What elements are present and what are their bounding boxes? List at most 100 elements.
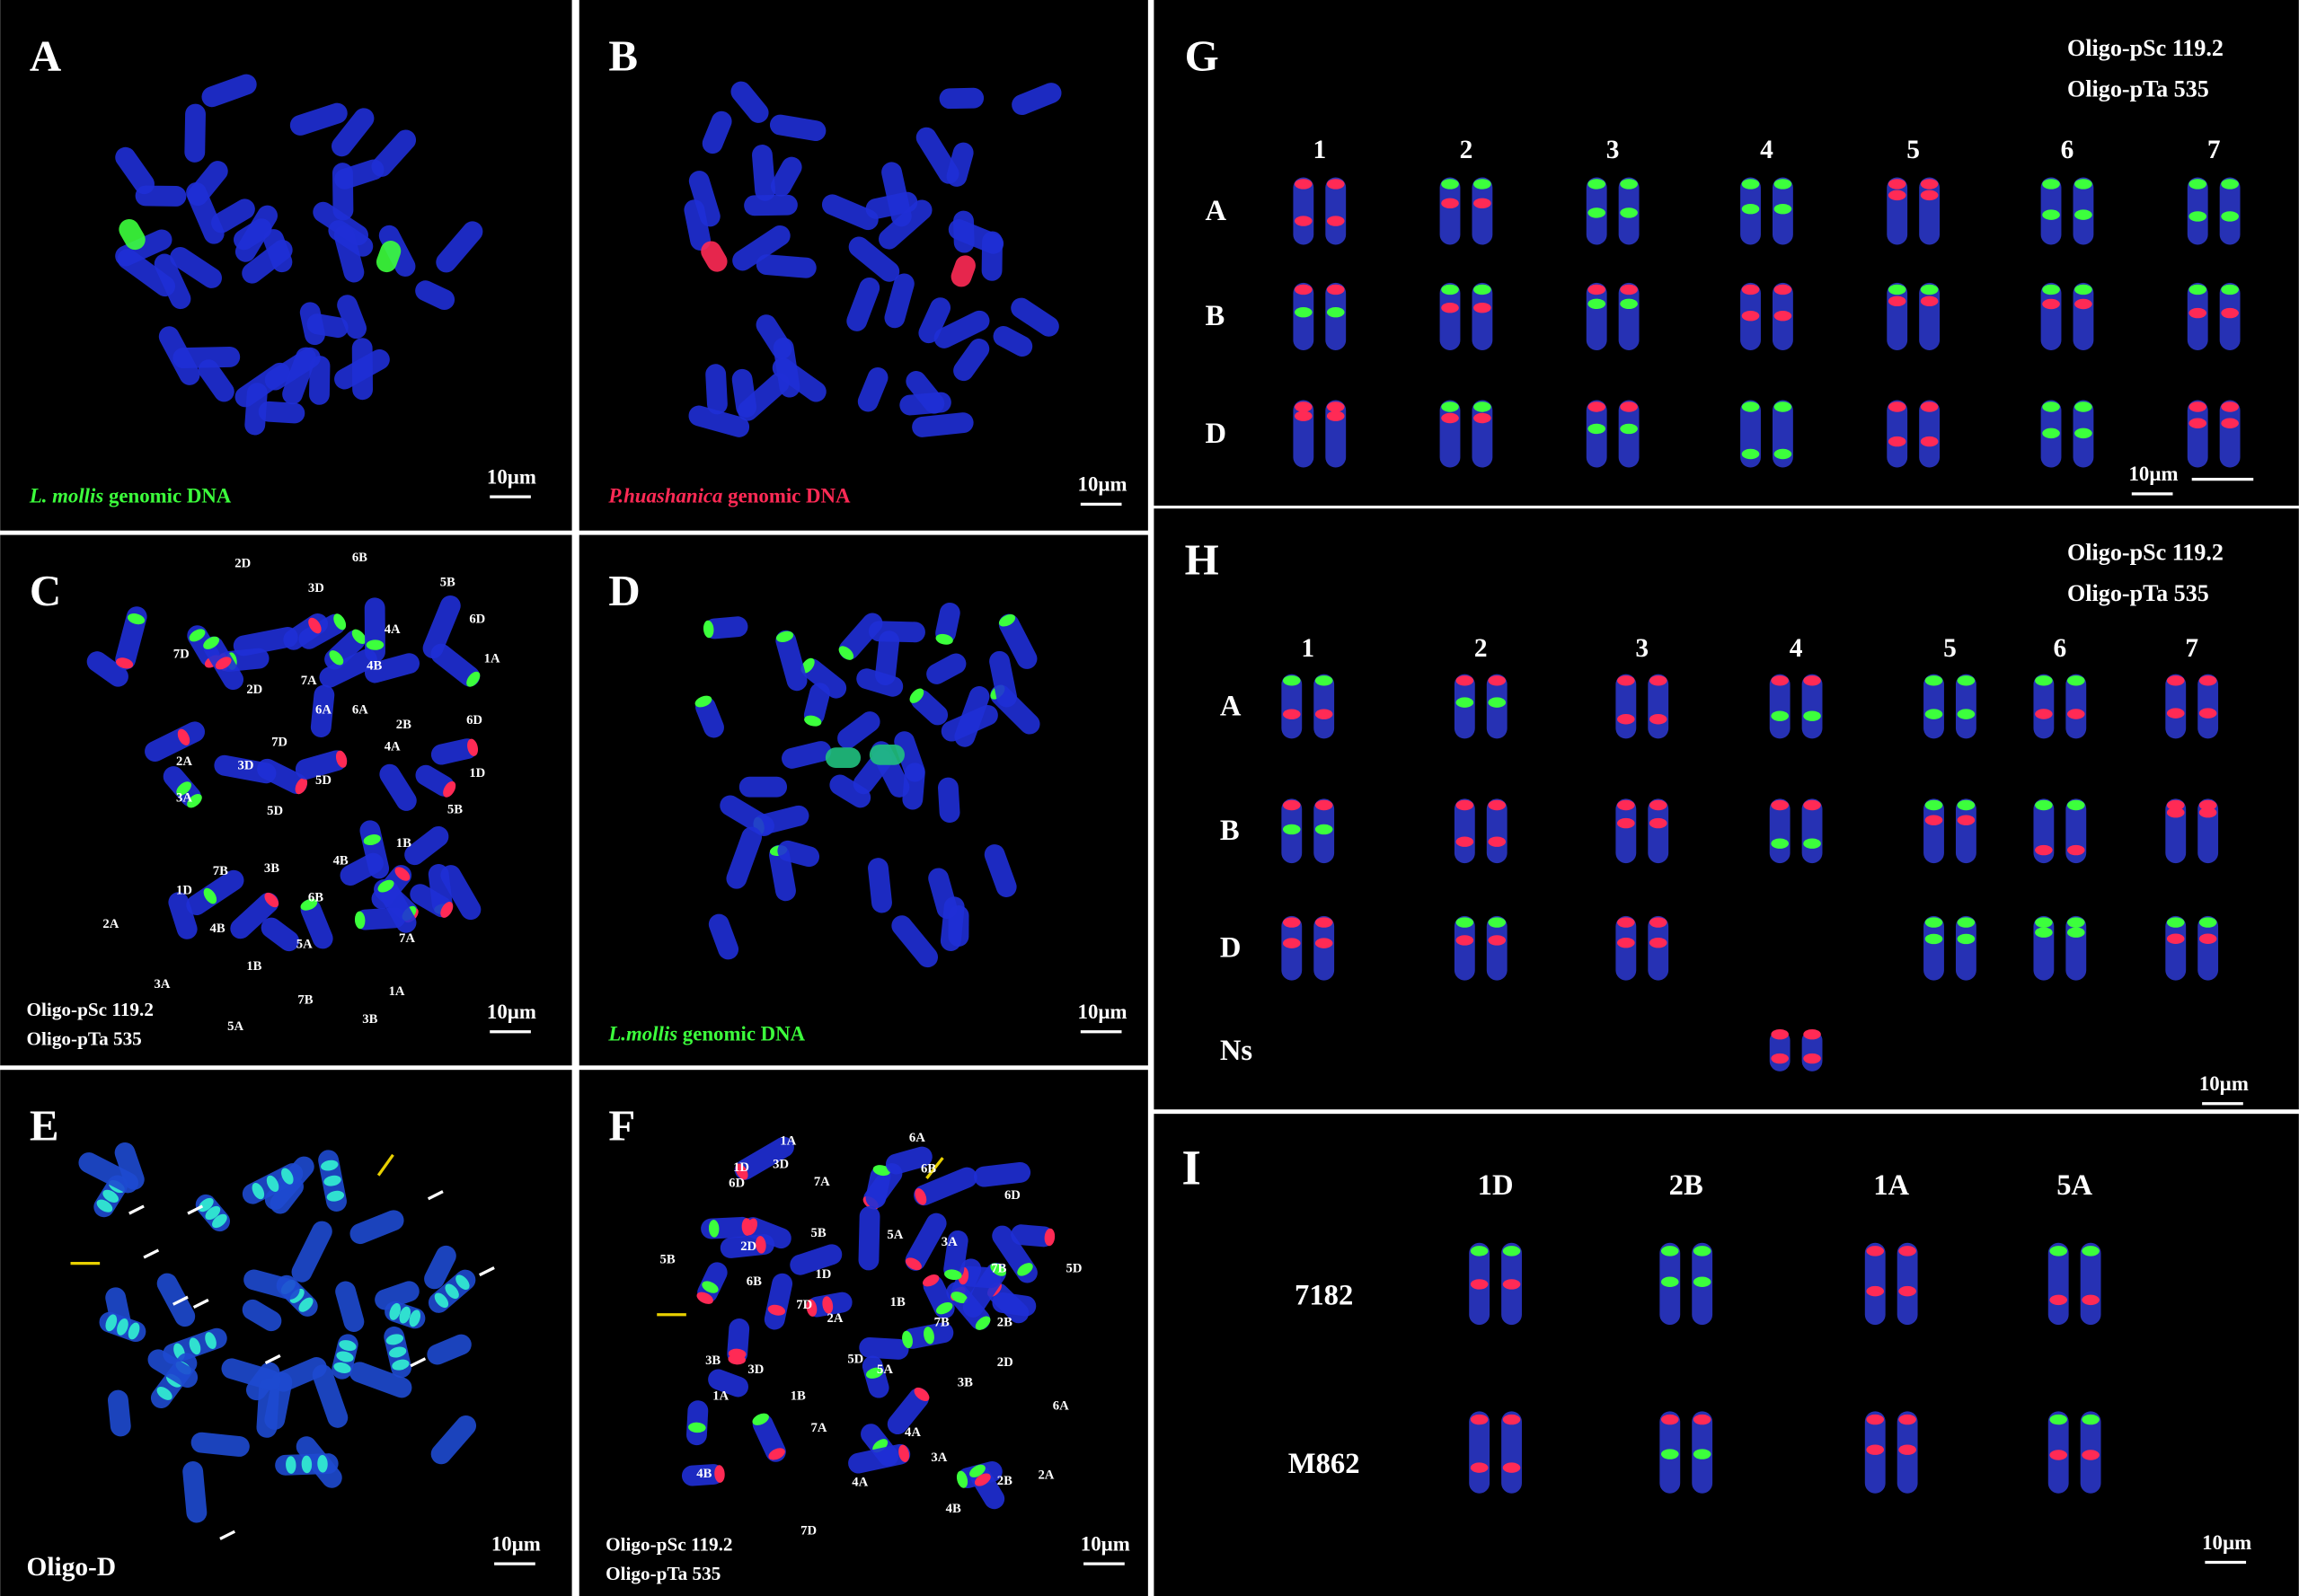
chromosome-body: [377, 879, 417, 933]
chromosome-body: [145, 721, 206, 763]
chromosome-body: [744, 194, 798, 216]
signal: [445, 1283, 459, 1300]
chromosome-label: 7B: [934, 1316, 950, 1330]
signal: [2049, 1450, 2067, 1460]
chromosome: [318, 1150, 347, 1212]
chromosome: [790, 1244, 843, 1275]
signal: [2082, 1414, 2100, 1425]
chromosome-label: 1B: [396, 836, 411, 851]
chromosome-label: 5A: [887, 1228, 903, 1242]
chromosome: [1454, 674, 1475, 739]
caption: P.huashanica genomic DNA: [607, 485, 851, 507]
chromosome: [1923, 798, 1944, 864]
chromosome-label: 5D: [1065, 1261, 1082, 1275]
signal: [1924, 917, 1943, 928]
signal: [1295, 179, 1313, 190]
chromosome-label: 7A: [399, 931, 415, 946]
chromosome-body: [198, 359, 234, 402]
chromosome: [705, 364, 728, 415]
chromosome-label: 2D: [234, 556, 251, 570]
panel-label: I: [1181, 1141, 1201, 1195]
chromosome-body: [764, 1273, 793, 1330]
signal: [1326, 306, 1345, 318]
chromosome: [1740, 177, 1761, 245]
signal: [1502, 1246, 1521, 1257]
chromosome-body: [770, 156, 802, 197]
chromosome-body: [233, 627, 298, 657]
chromosome-label: 7B: [991, 1261, 1006, 1275]
panel-label: D: [608, 566, 640, 615]
chromosome-label: 5A: [296, 938, 313, 952]
signal: [443, 780, 456, 798]
chromosome-label: 3A: [176, 791, 192, 806]
chromosome: [923, 1274, 955, 1319]
chromosome: [324, 629, 367, 670]
signal: [2198, 675, 2217, 686]
signal: [1587, 401, 1605, 412]
arrow: [143, 1248, 160, 1259]
chromosome-body: [703, 616, 748, 639]
signal: [2049, 1414, 2067, 1425]
chromosome: [720, 1234, 774, 1258]
chromosome: [312, 1364, 349, 1428]
signal: [1773, 401, 1792, 412]
chromosome: [1648, 915, 1669, 981]
signal: [2198, 708, 2217, 719]
chromosome-label: 5D: [267, 804, 283, 818]
chromosome: [182, 1461, 208, 1523]
chromosome-body: [887, 1388, 929, 1435]
chromosome: [430, 738, 479, 765]
chromosome-label: 3A: [931, 1451, 947, 1465]
signal: [1314, 799, 1333, 811]
arrow: [479, 1266, 495, 1277]
signal: [1924, 933, 1943, 945]
chromosome-body: [803, 683, 830, 726]
signal: [298, 1297, 314, 1312]
chromosome: [1615, 798, 1637, 864]
signal: [339, 1340, 357, 1352]
panel-label: B: [608, 31, 638, 80]
chromosome-label: 7D: [796, 1298, 812, 1312]
chromosome: [752, 1413, 786, 1462]
arrow: [172, 1295, 189, 1306]
signal: [252, 1183, 265, 1200]
chromosome: [989, 650, 1017, 708]
signal: [1473, 198, 1491, 209]
chromosome-label: 6A: [909, 1131, 925, 1145]
signal: [301, 1455, 313, 1474]
chromosome: [1773, 177, 1793, 245]
chromosome: [1864, 1411, 1886, 1494]
arrow: [128, 1204, 145, 1215]
chromosome-body: [953, 210, 975, 253]
chromosome-label: 5D: [847, 1353, 863, 1367]
chromosome: [115, 146, 155, 195]
chromosome-body: [1454, 915, 1475, 981]
chromosome: [1486, 798, 1508, 864]
signal: [1473, 303, 1491, 313]
signal: [1488, 675, 1507, 686]
signal: [1488, 697, 1507, 708]
chromosome: [198, 359, 234, 402]
chromosome: [744, 194, 798, 216]
chromosome-label: 3B: [705, 1354, 721, 1368]
signal: [2042, 298, 2060, 310]
chromosome-label: 1D: [815, 1267, 831, 1282]
chromosome-label: 6D: [469, 613, 485, 627]
signal: [1326, 179, 1345, 190]
signal: [923, 1274, 940, 1287]
caption-part: genomic DNA: [103, 485, 232, 507]
chromosome-label: 7D: [173, 648, 190, 662]
panel-label: A: [30, 31, 61, 80]
signal: [1326, 410, 1345, 421]
signal: [1502, 1414, 1521, 1425]
chromosome-body: [211, 198, 255, 234]
signal: [187, 793, 202, 808]
chromosome-body: [801, 658, 847, 699]
chromosome-body: [2033, 674, 2055, 739]
signal: [865, 1367, 884, 1379]
chromosome-body: [1955, 798, 1976, 864]
chromosome-body: [2047, 1242, 2069, 1326]
chromosome: [688, 171, 721, 227]
chromosome-body: [951, 255, 976, 287]
chromosome-body: [201, 74, 257, 108]
